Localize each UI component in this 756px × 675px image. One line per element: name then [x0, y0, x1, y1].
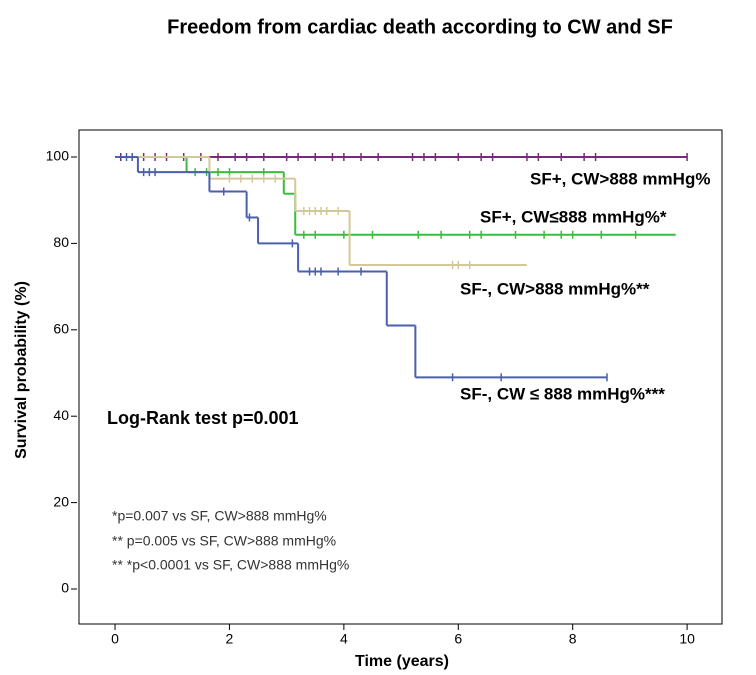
- legend-label: SF+, CW≤888 mmHg%*: [480, 207, 667, 226]
- plot-frame: [78, 129, 723, 625]
- annotation: Log-Rank test p=0.001: [107, 408, 299, 428]
- x-tick-label: 8: [569, 631, 577, 647]
- y-axis-title: Survival probability (%): [13, 281, 30, 459]
- y-tick-label: 0: [61, 580, 69, 596]
- note: ** *p<0.0001 vs SF, CW>888 mmHg%: [112, 557, 349, 573]
- x-tick-label: 4: [340, 631, 348, 647]
- y-tick-label: 40: [53, 407, 69, 423]
- note: ** p=0.005 vs SF, CW>888 mmHg%: [112, 533, 336, 549]
- y-tick-label: 80: [53, 234, 69, 250]
- legend-label: SF-, CW>888 mmHg%**: [460, 279, 650, 298]
- x-tick-label: 10: [679, 631, 695, 647]
- chart-title: Freedom from cardiac death according to …: [167, 16, 673, 38]
- x-tick-label: 0: [111, 631, 119, 647]
- note: *p=0.007 vs SF, CW>888 mmHg%: [112, 508, 327, 524]
- x-tick-label: 2: [226, 631, 234, 647]
- y-tick-label: 60: [53, 321, 69, 337]
- y-tick-label: 100: [46, 148, 70, 164]
- legend-label: SF+, CW>888 mmHg%: [530, 169, 710, 188]
- y-tick-label: 20: [53, 493, 69, 509]
- legend-label: SF-, CW ≤ 888 mmHg%***: [460, 384, 665, 403]
- x-axis-title: Time (years): [355, 653, 449, 670]
- x-tick-label: 6: [454, 631, 462, 647]
